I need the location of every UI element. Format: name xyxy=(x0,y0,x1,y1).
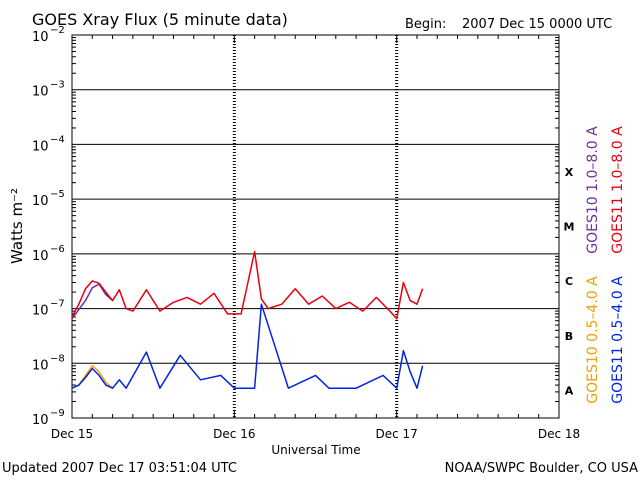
svg-text:10: 10 xyxy=(32,304,49,319)
y-tick-label: 10 −7 xyxy=(32,299,65,319)
svg-text:−7: −7 xyxy=(50,299,65,310)
svg-text:−6: −6 xyxy=(50,244,65,255)
svg-text:10: 10 xyxy=(32,249,49,264)
flare-class-label: M xyxy=(564,221,575,234)
flare-class-label: A xyxy=(565,385,574,398)
series-line-0 xyxy=(71,283,114,320)
y-tick-label: 10 −5 xyxy=(32,189,65,209)
svg-text:−5: −5 xyxy=(50,189,65,200)
updated-timestamp: Updated 2007 Dec 17 03:51:04 UTC xyxy=(2,461,237,476)
flare-class-label: C xyxy=(565,275,573,288)
y-tick-label: 10 −4 xyxy=(32,134,65,154)
x-tick-label: Dec 17 xyxy=(376,427,418,441)
series-line-1 xyxy=(71,250,424,320)
y-tick-label: 10 −9 xyxy=(32,408,65,428)
y-tick-label: 10 −8 xyxy=(32,353,65,373)
svg-text:−4: −4 xyxy=(50,134,65,145)
plot-frame xyxy=(71,34,560,419)
y-tick-label: 10 −2 xyxy=(32,25,65,45)
legend-entry: GOES11 1.0–8.0 A xyxy=(610,126,626,254)
flare-class-label: B xyxy=(565,330,573,343)
x-tick-labels: Dec 15 Dec 16 Dec 17 Dec 18 xyxy=(51,427,580,441)
legend-entry: GOES11 0.5–4.0 A xyxy=(610,276,626,404)
y-tick-label: 10 −3 xyxy=(32,80,65,100)
svg-text:−2: −2 xyxy=(50,25,65,36)
svg-text:10: 10 xyxy=(32,30,49,45)
svg-text:−9: −9 xyxy=(50,408,65,419)
chart-title: GOES Xray Flux (5 minute data) xyxy=(32,10,288,29)
series-group xyxy=(71,250,424,389)
flare-class-labels: A B C M X xyxy=(564,166,575,398)
svg-text:−8: −8 xyxy=(50,353,65,364)
y-tick-label: 10 −6 xyxy=(32,244,65,264)
y-axis-label: Watts m⁻² xyxy=(8,188,26,264)
x-tick-label: Dec 18 xyxy=(538,427,580,441)
x-tick-label: Dec 15 xyxy=(51,427,93,441)
y-tick-labels: 10−910−810−710−610−510−410−310−2 xyxy=(32,25,65,428)
begin-value: 2007 Dec 15 0000 UTC xyxy=(462,17,612,32)
series-line-3 xyxy=(71,303,424,389)
legend-entry: GOES10 1.0–8.0 A xyxy=(585,126,601,254)
svg-text:10: 10 xyxy=(32,413,49,428)
flare-class-label: X xyxy=(565,166,574,179)
svg-text:−3: −3 xyxy=(50,80,65,91)
grid xyxy=(71,35,560,418)
svg-text:10: 10 xyxy=(32,85,49,100)
svg-text:10: 10 xyxy=(32,139,49,154)
begin-label: Begin: xyxy=(405,17,446,32)
legend-entry: GOES10 0.5–4.0 A xyxy=(585,276,601,404)
svg-text:10: 10 xyxy=(32,194,49,209)
svg-text:10: 10 xyxy=(32,358,49,373)
credit-text: NOAA/SWPC Boulder, CO USA xyxy=(445,461,638,476)
x-tick-label: Dec 16 xyxy=(213,427,255,441)
x-axis-label: Universal Time xyxy=(271,443,360,457)
legend: GOES10 1.0–8.0 A GOES11 1.0–8.0 A GOES10 0… xyxy=(585,126,626,404)
